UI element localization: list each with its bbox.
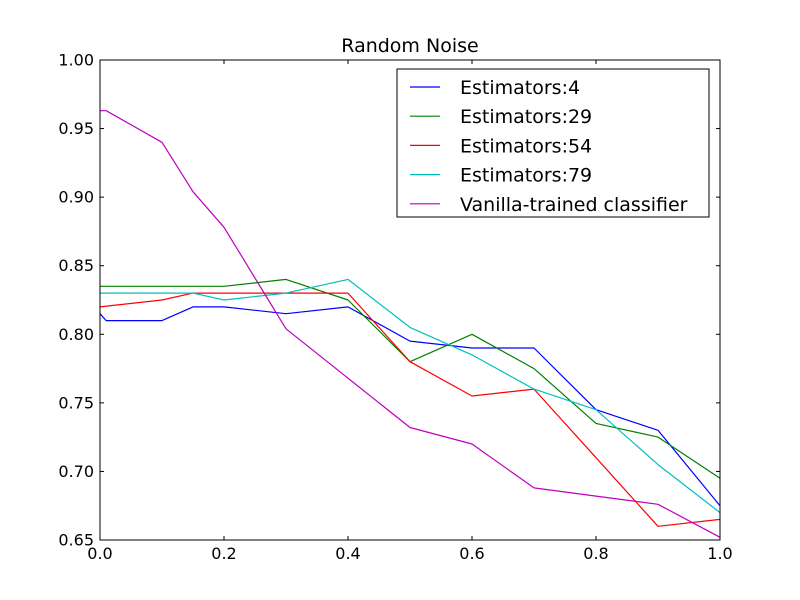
x-tick-label: 0.2 [211, 544, 236, 563]
x-tick-label: 0.8 [583, 544, 608, 563]
series-layer [99, 110, 721, 538]
y-tick-label: 0.95 [58, 119, 94, 138]
legend-frame [396, 68, 710, 218]
plot-frame [99, 59, 721, 541]
legend-label-2: Estimators:29 [460, 106, 592, 128]
legend-label-5: Vanilla-trained classifier [460, 194, 688, 216]
legend-label-4: Estimators:79 [460, 165, 592, 187]
y-tick-label: 0.65 [58, 531, 94, 550]
chart-title: Random Noise [341, 35, 478, 57]
x-tick-label: 1.0 [707, 544, 732, 563]
x-tick-label: 0.0 [87, 544, 112, 563]
y-tick-label: 1.00 [58, 51, 94, 70]
x-tick-label: 0.6 [459, 544, 484, 563]
ticks-layer: 0.0 0.2 0.4 0.6 0.8 1.0 0.65 0.70 0.75 0.80 0.85 0.… [58, 51, 732, 564]
y-tick-label: 0.90 [58, 188, 94, 207]
series-line-3 [99, 292, 721, 527]
y-tick-label: 0.80 [58, 325, 94, 344]
x-tick-label: 0.4 [335, 544, 360, 563]
series-line-4 [100, 278, 721, 514]
legend: Estimators:4 Estimators:29 Estimators:54 Es… [396, 68, 710, 218]
series-line-5 [100, 110, 721, 538]
y-tick-label: 0.70 [58, 462, 94, 481]
y-tick-label: 0.85 [58, 256, 94, 275]
legend-label-1: Estimators:4 [460, 77, 580, 99]
y-tick-label: 0.75 [58, 393, 94, 412]
legend-label-3: Estimators:54 [460, 135, 592, 157]
